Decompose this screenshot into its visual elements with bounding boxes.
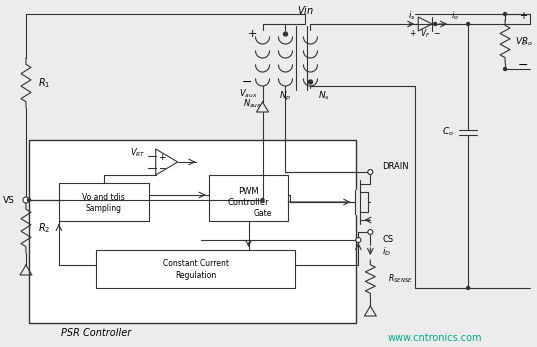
Text: +  $V_F$  −: + $V_F$ −	[409, 28, 441, 40]
Text: PSR Controller: PSR Controller	[61, 328, 131, 338]
Circle shape	[368, 169, 373, 175]
Text: $i_D$: $i_D$	[382, 246, 391, 258]
Text: $i_o$: $i_o$	[451, 10, 459, 22]
Text: $R_2$: $R_2$	[38, 221, 50, 235]
Circle shape	[368, 170, 372, 174]
Text: $V_{aux}$: $V_{aux}$	[240, 88, 258, 100]
Text: +: +	[248, 29, 257, 39]
Circle shape	[434, 23, 437, 25]
Text: Constant Current: Constant Current	[163, 260, 229, 269]
Circle shape	[308, 80, 313, 84]
Text: $R_o$: $R_o$	[521, 35, 533, 48]
Text: Sampling: Sampling	[86, 203, 122, 212]
Text: −: −	[241, 76, 252, 88]
FancyBboxPatch shape	[96, 250, 295, 288]
Text: www.cntronics.com: www.cntronics.com	[388, 333, 482, 343]
Text: PWM: PWM	[238, 186, 259, 195]
Circle shape	[504, 68, 506, 70]
Circle shape	[23, 197, 29, 203]
Polygon shape	[156, 149, 178, 175]
Text: +: +	[158, 152, 165, 161]
Text: $R_{SENSE}$: $R_{SENSE}$	[388, 273, 413, 285]
Text: $N_{aux}$: $N_{aux}$	[243, 98, 262, 110]
Text: CS: CS	[382, 235, 394, 244]
FancyBboxPatch shape	[59, 183, 149, 221]
Circle shape	[467, 287, 470, 289]
Text: $N_s$: $N_s$	[318, 90, 330, 102]
Text: $Vin$: $Vin$	[297, 4, 314, 16]
Text: +: +	[519, 11, 527, 21]
Text: $V_{RT}$: $V_{RT}$	[130, 147, 146, 159]
FancyBboxPatch shape	[29, 140, 357, 323]
Circle shape	[284, 32, 287, 36]
Circle shape	[504, 12, 506, 16]
Circle shape	[356, 237, 361, 243]
Text: Controller: Controller	[228, 197, 270, 206]
Text: DRAIN: DRAIN	[382, 161, 409, 170]
Text: Regulation: Regulation	[175, 271, 216, 280]
Text: $V_o$: $V_o$	[515, 35, 527, 48]
Circle shape	[27, 198, 31, 202]
Text: $i_s$: $i_s$	[409, 10, 416, 22]
Text: $R_1$: $R_1$	[38, 76, 50, 90]
Circle shape	[368, 229, 373, 235]
Text: VS: VS	[3, 195, 15, 204]
Text: $N_p$: $N_p$	[279, 90, 292, 103]
Circle shape	[261, 198, 264, 202]
Text: −: −	[518, 59, 528, 71]
Circle shape	[467, 23, 470, 25]
Text: Vo and tdis: Vo and tdis	[83, 193, 125, 202]
Text: $C_o$: $C_o$	[442, 126, 454, 138]
Text: −: −	[158, 163, 165, 172]
Text: Gate: Gate	[253, 209, 272, 218]
FancyBboxPatch shape	[209, 175, 288, 221]
